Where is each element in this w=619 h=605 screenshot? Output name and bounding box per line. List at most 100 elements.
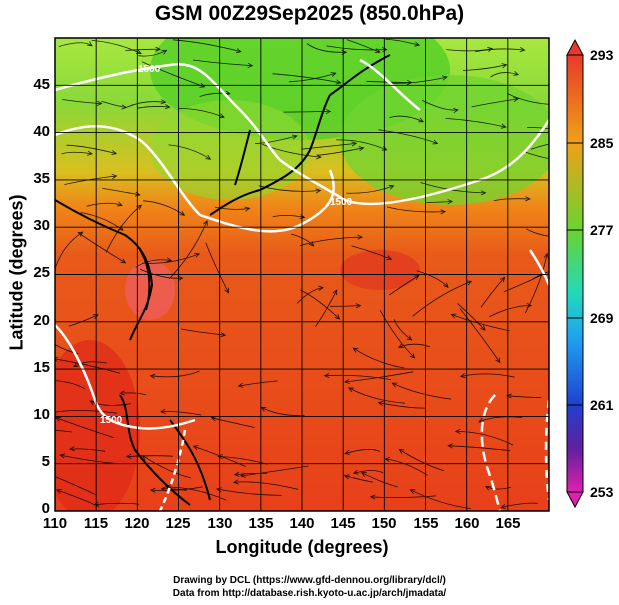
streamline <box>523 151 549 160</box>
streamline <box>471 98 519 108</box>
streamline <box>55 429 72 433</box>
streamline-arrow <box>484 485 491 491</box>
streamline <box>300 289 340 320</box>
streamline <box>73 361 107 367</box>
streamline-arrow <box>121 104 128 110</box>
streamline <box>135 259 172 268</box>
streamline <box>507 93 549 105</box>
streamline <box>125 48 161 51</box>
colorbar-label: 261 <box>590 397 614 413</box>
streamline <box>426 201 453 204</box>
streamline <box>506 395 542 398</box>
streamline-arrow <box>89 400 96 406</box>
y-tick-label: 30 <box>33 217 50 234</box>
streamline <box>66 144 117 154</box>
streamline-arrow <box>69 446 75 452</box>
streamline <box>353 470 384 474</box>
streamline <box>398 449 445 472</box>
streamline <box>138 49 167 57</box>
streamline <box>385 39 420 46</box>
streamline-arrow <box>480 325 486 331</box>
streamline-arrow <box>406 335 413 341</box>
y-tick-label: 10 <box>33 406 50 423</box>
streamline-arrow <box>432 139 439 145</box>
streamline <box>55 476 97 496</box>
streamline <box>301 143 357 150</box>
streamline <box>326 45 387 51</box>
streamline-arrow <box>55 416 61 422</box>
streamline <box>317 147 364 156</box>
streamline <box>412 280 472 317</box>
streamline <box>272 214 305 218</box>
warm-area <box>55 340 140 511</box>
streamline-arrow <box>466 280 473 286</box>
streamline <box>178 108 225 118</box>
streamline <box>272 73 341 84</box>
streamline-arrow <box>239 472 246 478</box>
streamline <box>370 495 436 499</box>
colorbar <box>566 54 584 493</box>
streamline-arrow <box>559 103 564 107</box>
streamline <box>344 449 380 454</box>
streamline-arrow <box>149 487 156 493</box>
streamline-arrow <box>184 28 189 32</box>
streamline <box>102 188 140 196</box>
streamline-arrow <box>199 82 206 88</box>
streamline <box>392 382 452 400</box>
streamline-arrow <box>330 72 337 77</box>
streamline <box>193 445 246 467</box>
streamline <box>493 198 530 202</box>
streamline <box>306 43 347 53</box>
streamline <box>410 489 471 509</box>
streamline <box>168 144 211 160</box>
streamline-arrow <box>40 470 45 474</box>
streamline <box>214 206 250 210</box>
streamline-arrow <box>159 408 166 414</box>
streamline-arrow <box>77 231 84 237</box>
contour-label: 1500 <box>330 197 353 208</box>
colorbar-label: 285 <box>590 135 614 151</box>
streamline <box>262 144 321 158</box>
streamline <box>139 268 183 279</box>
streamline-arrow <box>377 400 384 406</box>
map-title: GSM 00Z29Sep2025 (850.0hPa) <box>154 2 465 25</box>
colorbar-top-arrow <box>566 38 584 56</box>
plot-frame <box>54 37 550 512</box>
y-tick-label: 35 <box>33 170 50 187</box>
streamline-arrow <box>244 206 251 212</box>
streamline <box>344 475 373 483</box>
streamline-arrow <box>519 47 526 53</box>
streamline-arrow <box>205 154 212 160</box>
streamline <box>120 392 147 396</box>
streamline-arrow <box>177 275 184 281</box>
streamline <box>60 454 115 464</box>
streamline-arrow <box>220 332 227 338</box>
streamline <box>289 72 336 83</box>
streamline-arrow <box>344 449 351 455</box>
streamline <box>126 455 173 457</box>
streamline <box>378 402 426 409</box>
streamline <box>389 115 424 123</box>
streamline <box>64 175 117 185</box>
streamline <box>460 373 515 378</box>
streamline <box>503 270 549 293</box>
streamline-arrow <box>247 62 254 68</box>
streamline <box>379 310 415 359</box>
x-tick-label: 145 <box>330 515 356 532</box>
x-tick-label: 165 <box>495 515 521 532</box>
x-tick-label: 125 <box>165 515 191 532</box>
streamline <box>136 38 139 39</box>
streamline-arrow <box>501 63 508 69</box>
x-axis-title: Longitude (degrees) <box>215 537 389 557</box>
streamline-arrow <box>409 353 416 359</box>
cool-airmass <box>340 75 549 205</box>
streamline <box>55 417 115 439</box>
streamline <box>61 151 93 155</box>
streamline-arrow <box>40 378 45 382</box>
colorbar-label: 277 <box>590 222 614 238</box>
streamline-arrow <box>381 47 388 53</box>
streamline-arrow <box>413 275 420 281</box>
streamline <box>216 488 282 496</box>
streamline-arrow <box>55 356 59 362</box>
streamline <box>69 448 106 452</box>
